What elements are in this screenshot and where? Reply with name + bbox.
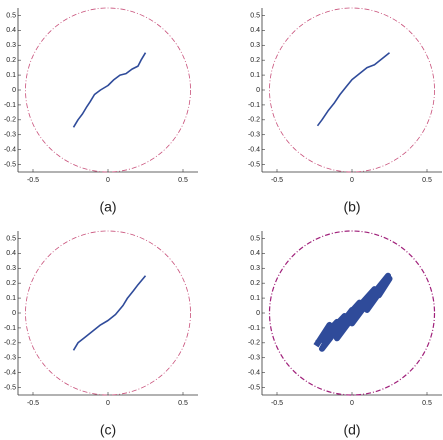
y-tick-label: 0.3	[250, 265, 260, 272]
y-tick-label: -0.3	[4, 132, 16, 139]
y-tick-label: -0.2	[4, 340, 16, 347]
x-tick-label: 0.5	[422, 177, 432, 184]
y-tick-label: -0.2	[248, 117, 260, 124]
y-tick-label: -0.5	[248, 161, 260, 168]
y-tick-label: -0.5	[4, 161, 16, 168]
y-tick-label: 0.5	[6, 235, 16, 242]
y-tick-label: 0	[12, 87, 16, 94]
y-tick-label: 0	[12, 310, 16, 317]
y-tick-label: 0	[256, 87, 260, 94]
y-tick-label: 0.2	[250, 57, 260, 64]
x-tick-label: 0.5	[178, 400, 188, 407]
reference-circle	[268, 230, 436, 396]
y-tick-label: 0.1	[6, 295, 16, 302]
x-tick-label: 0	[106, 400, 110, 407]
panel: -0.5 -0.4 -0.3 -0.2 -0.1 0 0.1 0.2 0.3 0.4 0.5 -0.5…	[248, 230, 442, 438]
x-tick-label: -0.5	[27, 400, 39, 407]
y-tick-label: -0.2	[4, 117, 16, 124]
y-tick-label: -0.1	[248, 325, 260, 332]
trajectory	[313, 272, 393, 352]
y-tick-label: -0.3	[248, 355, 260, 362]
y-tick-label: 0.4	[6, 27, 16, 34]
y-tick-label: -0.3	[248, 132, 260, 139]
trajectory	[316, 52, 390, 127]
y-tick-label: -0.1	[4, 325, 16, 332]
y-tick-label: 0.2	[6, 280, 16, 287]
y-tick-label: 0.1	[6, 72, 16, 79]
panel: -0.5 -0.4 -0.3 -0.2 -0.1 0 0.1 0.2 0.3 0.4 0.5 -0.5…	[4, 7, 198, 215]
y-tick-label: 0.5	[250, 235, 260, 242]
y-tick-label: 0.5	[6, 12, 16, 19]
reference-circle	[269, 7, 435, 173]
y-tick-label: -0.2	[248, 340, 260, 347]
panel: -0.5 -0.4 -0.3 -0.2 -0.1 0 0.1 0.2 0.3 0.4 0.5 -0.5…	[248, 7, 442, 215]
panel-label: (b)	[343, 199, 360, 215]
reference-circle	[25, 7, 191, 173]
y-tick-label: -0.5	[248, 384, 260, 391]
y-tick-label: 0.1	[250, 72, 260, 79]
trajectory	[72, 275, 147, 351]
x-tick-label: -0.5	[271, 400, 283, 407]
panel-label: (c)	[100, 422, 116, 438]
x-tick-label: 0.5	[422, 400, 432, 407]
y-tick-label: 0.1	[250, 295, 260, 302]
reference-circle	[25, 230, 191, 396]
y-tick-label: 0	[256, 310, 260, 317]
y-tick-label: -0.4	[248, 369, 260, 376]
y-tick-label: -0.4	[4, 146, 16, 153]
panel-label: (a)	[99, 199, 116, 215]
panel: -0.5 -0.4 -0.3 -0.2 -0.1 0 0.1 0.2 0.3 0.4 0.5 -0.5…	[4, 230, 198, 438]
y-tick-label: 0.4	[250, 27, 260, 34]
y-tick-label: -0.1	[248, 102, 260, 109]
x-tick-label: -0.5	[271, 177, 283, 184]
y-tick-label: -0.3	[4, 355, 16, 362]
y-tick-label: 0.3	[6, 42, 16, 49]
y-tick-label: 0.4	[250, 250, 260, 257]
y-tick-label: 0.2	[6, 57, 16, 64]
x-tick-label: -0.5	[27, 177, 39, 184]
x-tick-label: 0	[106, 177, 110, 184]
y-tick-label: -0.1	[4, 102, 16, 109]
y-tick-label: 0.4	[6, 250, 16, 257]
y-tick-label: 0.3	[6, 265, 16, 272]
y-tick-label: -0.4	[4, 369, 16, 376]
x-tick-label: 0	[350, 177, 354, 184]
trajectory	[72, 52, 147, 128]
y-tick-label: -0.4	[248, 146, 260, 153]
y-tick-label: 0.3	[250, 42, 260, 49]
x-tick-label: 0.5	[178, 177, 188, 184]
y-tick-label: -0.5	[4, 384, 16, 391]
x-tick-label: 0	[350, 400, 354, 407]
panel-label: (d)	[343, 422, 360, 438]
y-tick-label: 0.5	[250, 12, 260, 19]
y-tick-label: 0.2	[250, 280, 260, 287]
